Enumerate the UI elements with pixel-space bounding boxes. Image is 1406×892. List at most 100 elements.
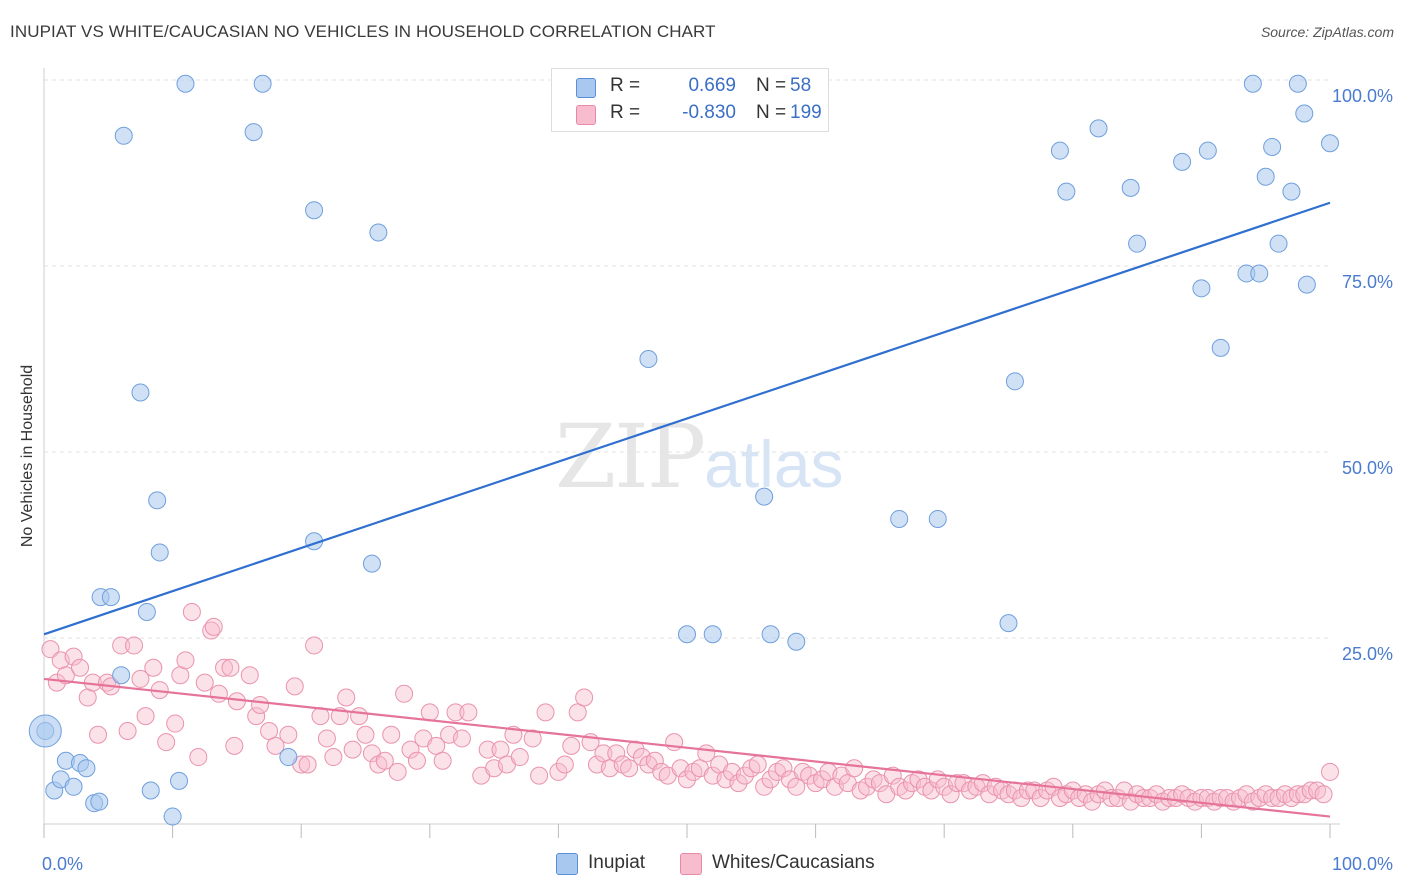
legend-r-label: R = [610,75,641,96]
source-credit: Source: ZipAtlas.com [1260,24,1394,40]
legend-r-value: -0.830 [682,102,736,123]
legend-swatch-inupiat [576,78,596,98]
inupiat-point [101,588,120,607]
whites-point [337,688,356,707]
y-tick-label: 75.0% [1342,272,1393,292]
whites-point [112,636,131,655]
inupiat-point [131,383,150,402]
whites-point [71,658,90,677]
inupiat-point [761,625,780,644]
x-tick-label: 100.0% [1332,854,1393,874]
whites-point [883,766,902,785]
inupiat-point [1121,178,1140,197]
whites-point [182,602,201,621]
whites-point [388,762,407,781]
inupiat-point [639,350,658,368]
whites-point [375,751,394,770]
whites-point [144,658,163,677]
whites-point [626,740,645,759]
inupiat-point [1256,167,1275,186]
correlation-legend: R = 0.669 N = 58 R = -0.830 N = 199 [551,68,829,132]
inupiat-point [279,748,298,767]
inupiat-point [1250,264,1269,283]
whites-point [343,740,362,759]
whites-point [896,781,915,800]
x-tick-label: 0.0% [42,854,83,874]
whites-point [407,751,426,770]
whites-point [491,740,510,759]
whites-point [594,744,613,763]
whites-point [382,725,401,744]
whites-point [131,669,150,688]
whites-point [665,733,684,752]
y-tick-label: 100.0% [1332,86,1393,106]
legend-n-label: N = [756,102,787,123]
legend-n-value: 58 [790,75,812,96]
whites-point [240,666,259,685]
whites-point [562,736,581,755]
inupiat-point [176,74,195,93]
y-tick-label: 25.0% [1342,644,1393,664]
inupiat-point [1211,338,1230,357]
whites-point [136,707,155,726]
whites-point [787,777,806,796]
inupiat-point [928,509,947,528]
inupiat-point [1173,152,1192,171]
whites-point [568,703,587,722]
inupiat-point [170,771,189,790]
inupiat-point [1243,74,1262,93]
inupiat-point [1005,372,1024,391]
whites-point [909,770,928,789]
inupiat-point [305,201,324,220]
whites-point [607,744,626,763]
legend-n-label: N = [756,75,787,96]
inupiat-point [1269,234,1288,253]
whites-point [204,617,223,636]
inupiat-point [1057,182,1076,201]
inupiat-point [703,625,722,644]
whites-point [189,748,208,767]
whites-point [317,729,336,748]
whites-point [298,755,317,774]
whites-point [761,770,780,789]
whites-point [459,703,478,722]
whites-point [523,729,542,748]
inupiat-point [112,666,131,685]
whites-point [748,755,767,774]
inupiat-point [1192,279,1211,298]
legend-r-value: 0.669 [688,75,736,96]
inupiat-point [1128,234,1147,253]
whites-point [56,666,75,685]
whites-point [645,751,664,770]
whites-point [166,714,185,733]
whites-point [446,703,465,722]
inupiat-point [137,602,156,621]
inupiat-point [1321,134,1339,153]
whites-point [285,677,304,696]
watermark-zip: ZIP [555,405,706,508]
watermark-atlas: atlas [704,427,844,501]
inupiat-point-large [28,714,62,748]
whites-point [279,725,298,744]
inupiat-point [1198,141,1217,160]
inupiat-point [64,777,83,796]
inupiat-point [150,543,169,562]
whites-point [1083,792,1102,811]
whites-point [845,759,864,778]
inupiat-point [141,781,160,800]
whites-point [530,766,549,785]
whites-point [41,640,60,659]
whites-point [420,703,439,722]
legend-swatch-whites [576,105,596,125]
whites-point [47,673,66,692]
inupiat-trend-line [43,201,1331,636]
whites-point [305,636,324,655]
whites-point [620,759,639,778]
whites-point [260,722,279,740]
inupiat-point [787,632,806,651]
inupiat-point [1288,74,1307,93]
whites-point [324,748,343,767]
inupiat-point [1050,141,1069,160]
whites-point [251,695,270,714]
inupiat-point [999,614,1018,633]
